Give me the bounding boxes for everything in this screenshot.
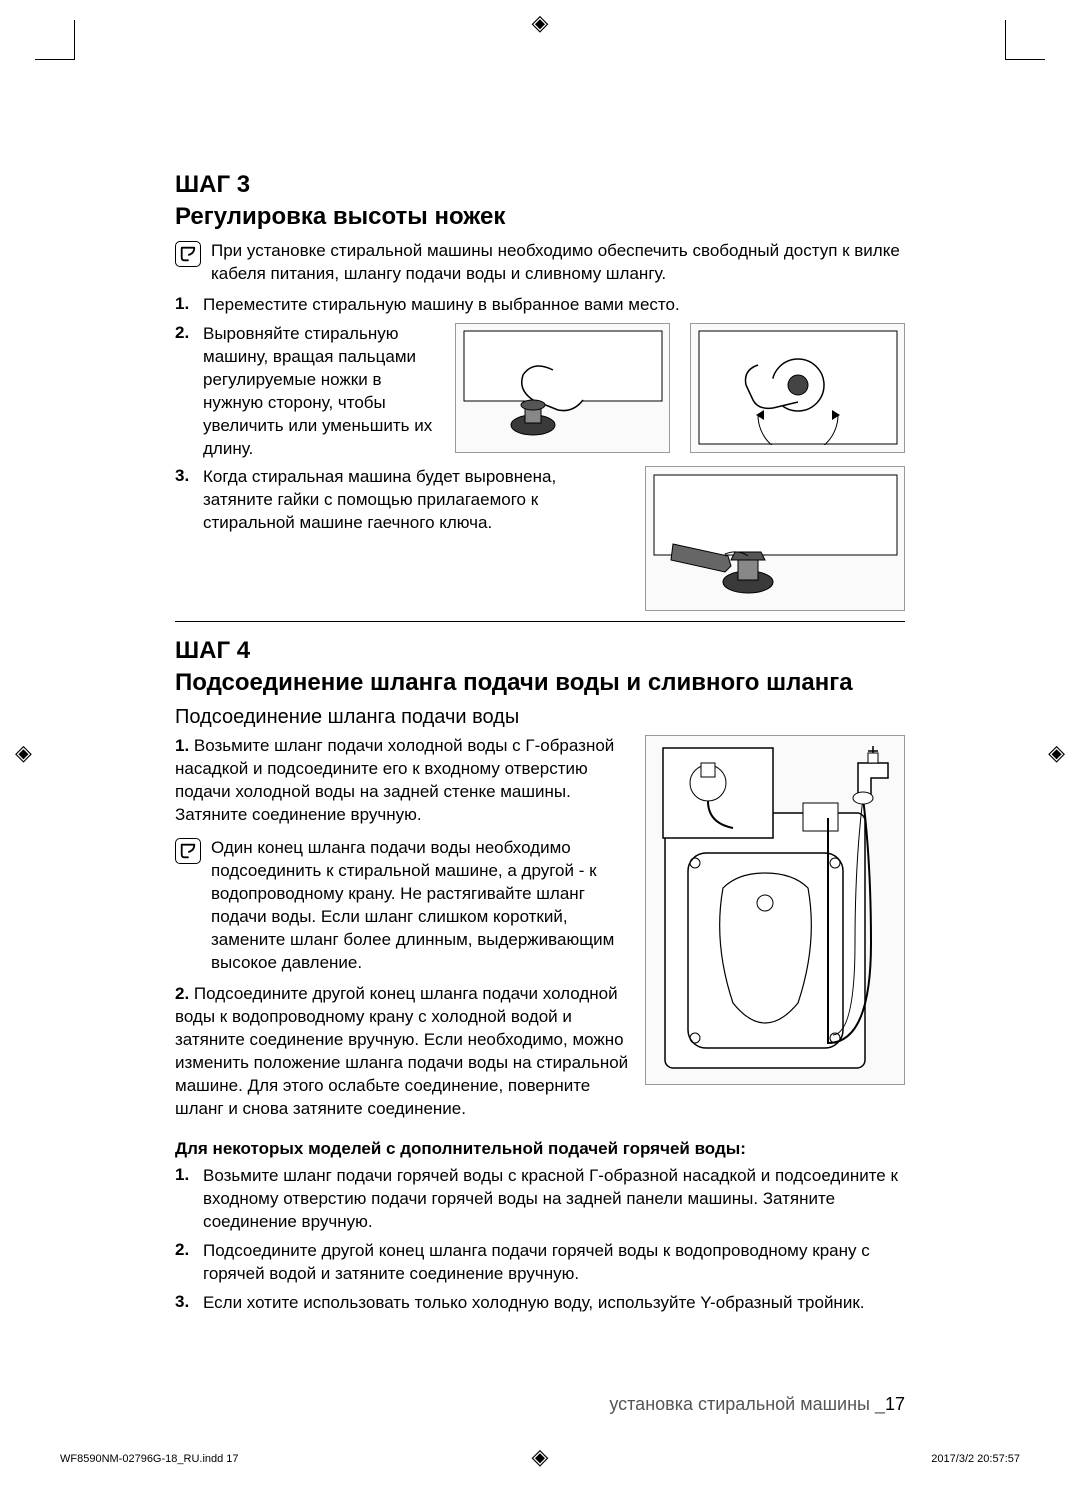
list-text: Выровняйте стиральную машину, вращая пал… xyxy=(203,323,435,461)
step3-note: При установке стиральной машины необходи… xyxy=(175,240,905,286)
list-text: Подсоедините другой конец шланга подачи … xyxy=(175,984,628,1118)
list-number: 1. xyxy=(175,1165,197,1234)
list-number: 3. xyxy=(175,1292,197,1315)
list-text: Переместите стиральную машину в выбранно… xyxy=(203,294,905,317)
step3-item-2: 2. Выровняйте стиральную машину, вращая … xyxy=(175,323,905,461)
page-number: 17 xyxy=(885,1394,905,1414)
footer-text: установка стиральной машины _ xyxy=(609,1394,885,1414)
list-text: Подсоедините другой конец шланга подачи … xyxy=(203,1240,905,1286)
step4-note-text: Один конец шланга подачи воды необходимо… xyxy=(211,837,631,975)
hot-item-1: 1. Возьмите шланг подачи горячей воды с … xyxy=(175,1165,905,1234)
list-text: Возьмите шланг подачи холодной воды с Г-… xyxy=(175,736,614,824)
hot-item-3: 3. Если хотите использовать только холод… xyxy=(175,1292,905,1315)
note-icon xyxy=(175,241,201,267)
hot-item-2: 2. Подсоедините другой конец шланга пода… xyxy=(175,1240,905,1286)
step4-label: ШАГ 4 xyxy=(175,636,905,666)
list-number: 1. xyxy=(175,294,197,317)
meta-filename: WF8590NM-02796G-18_RU.indd 17 xyxy=(60,1453,239,1465)
step4-note: Один конец шланга подачи воды необходимо… xyxy=(175,837,631,975)
list-text: Возьмите шланг подачи горячей воды с кра… xyxy=(203,1165,905,1234)
list-number: 3. xyxy=(175,466,197,611)
list-number: 2. xyxy=(175,1240,197,1286)
figure-tighten-nut xyxy=(645,466,905,611)
step3-title: Регулировка высоты ножек xyxy=(175,202,905,232)
note-icon xyxy=(175,838,201,864)
figure-adjust-foot-top xyxy=(690,323,905,453)
list-number: 2. xyxy=(175,323,197,461)
registration-mark-bottom: ◈ xyxy=(532,1444,549,1470)
step3-item-3: 3. Когда стиральная машина будет выровне… xyxy=(175,466,905,611)
meta-timestamp: 2017/3/2 20:57:57 xyxy=(931,1453,1020,1465)
step4-subtitle: Подсоединение шланга подачи воды xyxy=(175,706,905,729)
list-text: Если хотите использовать только холодную… xyxy=(203,1292,905,1315)
step3-label: ШАГ 3 xyxy=(175,170,905,200)
page-content: ШАГ 3 Регулировка высоты ножек При устан… xyxy=(0,0,1080,1391)
step3-note-text: При установке стиральной машины необходи… xyxy=(211,240,905,286)
list-text: Когда стиральная машина будет выровнена,… xyxy=(203,466,625,611)
step3-item-1: 1. Переместите стиральную машину в выбра… xyxy=(175,294,905,317)
page-footer: установка стиральной машины _17 xyxy=(609,1394,905,1415)
figure-adjust-foot-hand xyxy=(455,323,670,453)
hot-water-heading: Для некоторых моделей с дополнительной п… xyxy=(175,1138,905,1161)
step4-title: Подсоединение шланга подачи воды и сливн… xyxy=(175,668,905,698)
divider xyxy=(175,621,905,622)
figure-connect-hose xyxy=(645,735,905,1085)
